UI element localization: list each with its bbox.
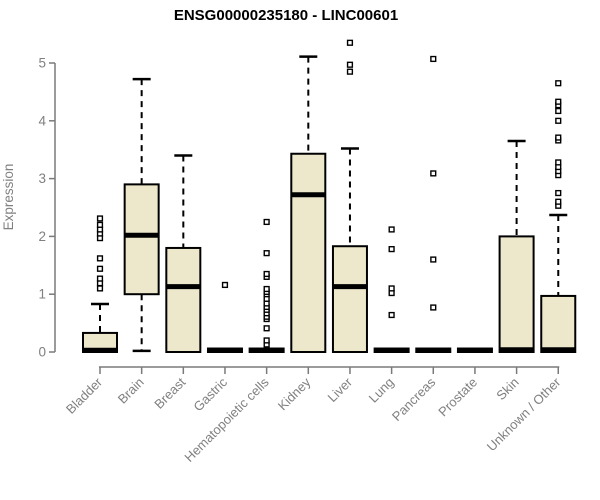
outlier-point: [346, 61, 354, 68]
boxplot-unknown-other: [540, 80, 577, 353]
box-rect: [123, 183, 160, 296]
x-tick-label: Prostate: [435, 375, 480, 420]
boxplot-liver: [331, 39, 368, 353]
outlier-point: [96, 265, 104, 272]
outlier-point: [430, 304, 437, 311]
outlier-point: [96, 275, 104, 282]
outlier-point: [263, 325, 270, 332]
outlier-point: [346, 68, 354, 75]
outlier-point: [221, 281, 229, 289]
outlier-point: [96, 215, 104, 222]
boxplot-kidney: [290, 55, 327, 353]
outlier-point: [263, 285, 270, 293]
outlier-point: [555, 80, 562, 87]
outlier-point: [555, 107, 562, 115]
x-tick-label: Unknown / Other: [484, 374, 564, 454]
outlier-point: [430, 256, 437, 263]
outlier-point: [346, 39, 354, 46]
box-rect: [498, 235, 535, 353]
box-rect: [165, 246, 202, 354]
boxplots-group: [82, 39, 577, 354]
x-tick-label: Breast: [151, 374, 188, 411]
outlier-point: [430, 170, 437, 177]
outlier-point: [96, 285, 104, 292]
outlier-point: [263, 270, 270, 278]
y-tick-label: 4: [38, 113, 46, 128]
x-tick-label: Kidney: [275, 374, 314, 413]
x-tick-label: Liver: [325, 374, 356, 405]
x-tick-label: Gastric: [190, 374, 230, 414]
x-tick-label: Skin: [493, 375, 521, 403]
boxplot-prostate: [456, 347, 493, 354]
y-axis-label: Expression: [1, 164, 16, 231]
x-tick-label: Bladder: [63, 374, 106, 417]
y-tick-label: 3: [38, 171, 46, 186]
outlier-point: [388, 285, 395, 292]
outlier-point: [263, 337, 270, 344]
outlier-point: [263, 218, 270, 226]
outlier-point: [555, 134, 562, 141]
outlier-point: [263, 250, 270, 257]
y-tick-label: 2: [38, 229, 46, 244]
x-tick-label: Brain: [115, 375, 147, 407]
boxplot-hematopoietic-cells: [248, 218, 285, 354]
outlier-point: [96, 221, 104, 228]
outlier-point: [388, 226, 395, 233]
outlier-point: [555, 117, 562, 124]
outlier-point: [96, 255, 104, 262]
boxplot-breast: [165, 154, 202, 354]
y-tick-label: 1: [38, 287, 46, 302]
chart-title: ENSG00000235180 - LINC00601: [174, 7, 398, 24]
x-tick-label: Pancreas: [389, 374, 439, 424]
box-rect: [540, 294, 577, 353]
boxplot-lung: [373, 226, 410, 354]
box-rect: [290, 152, 327, 353]
boxplot-bladder: [82, 215, 118, 353]
outlier-point: [388, 311, 395, 319]
x-tick-label: Lung: [366, 375, 397, 406]
y-tick-label: 5: [38, 56, 46, 71]
outlier-point: [388, 246, 395, 253]
boxplot-pancreas: [415, 55, 452, 354]
outlier-point: [555, 98, 562, 105]
y-tick-label: 0: [38, 345, 46, 360]
outlier-point: [555, 159, 562, 166]
outlier-point: [430, 55, 437, 63]
boxplot-skin: [498, 139, 535, 353]
outlier-point: [555, 189, 562, 197]
boxplot-gastric: [206, 281, 243, 354]
outlier-point: [555, 198, 562, 205]
box-rect: [331, 245, 368, 353]
boxplot-brain: [123, 77, 160, 353]
